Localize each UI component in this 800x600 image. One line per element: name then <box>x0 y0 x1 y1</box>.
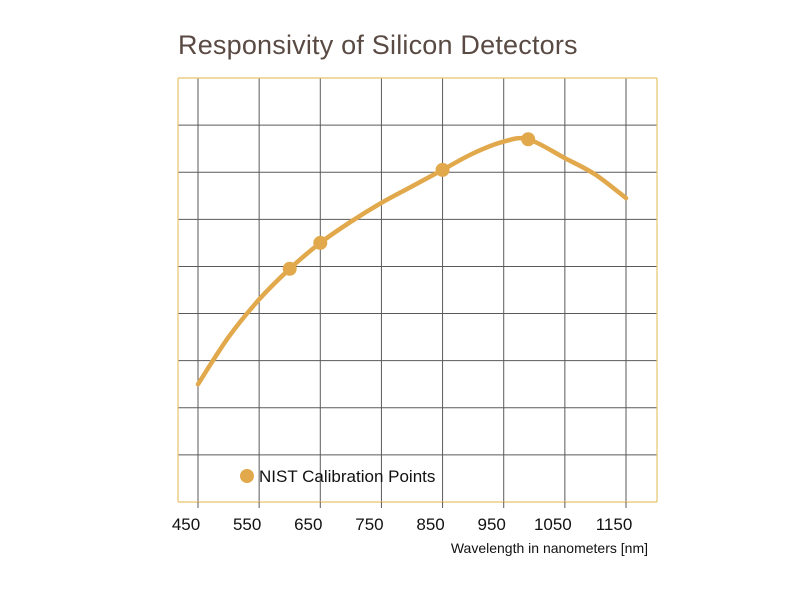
x-tick-label: 850 <box>416 515 444 534</box>
x-tick-label: 450 <box>172 515 200 534</box>
x-tick-label: 1150 <box>596 515 633 534</box>
legend-marker-icon <box>240 469 254 483</box>
x-tick-label: 550 <box>233 515 261 534</box>
x-tick-label: 950 <box>478 515 506 534</box>
legend-label: NIST Calibration Points <box>259 467 435 486</box>
calibration-point <box>313 235 328 250</box>
x-tick-label: 1050 <box>534 515 572 534</box>
calibration-point <box>435 162 450 177</box>
calibration-point <box>282 261 297 276</box>
x-tick-label: 650 <box>294 515 322 534</box>
x-tick-label: 750 <box>355 515 383 534</box>
responsivity-curve <box>195 135 629 387</box>
chart-title: Responsivity of Silicon Detectors <box>178 30 578 60</box>
x-axis-title: Wavelength in nanometers [nm] <box>451 540 648 556</box>
calibration-point <box>521 132 536 147</box>
